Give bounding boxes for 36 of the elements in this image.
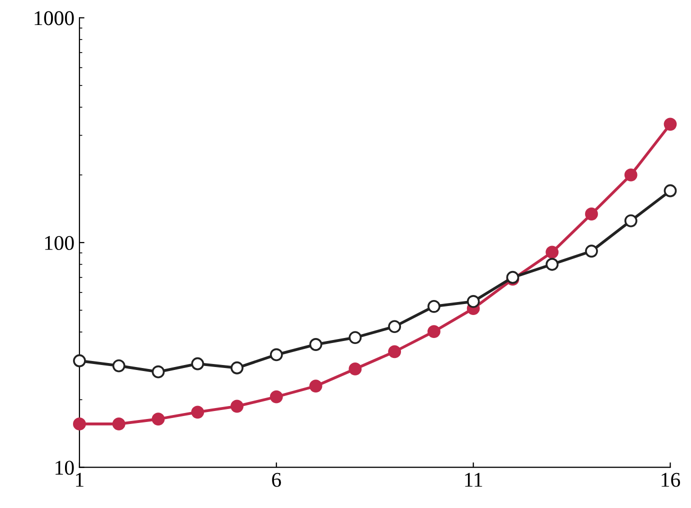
point — [546, 258, 559, 271]
point — [624, 168, 638, 182]
point — [348, 331, 362, 344]
point — [73, 354, 86, 368]
point — [230, 361, 244, 374]
point — [309, 338, 322, 351]
x-tick-label: 1 — [76, 472, 84, 487]
point — [348, 362, 362, 376]
point — [388, 320, 402, 334]
point — [230, 400, 244, 413]
point — [388, 345, 402, 358]
point — [270, 390, 283, 404]
x-tick-label: 16 — [662, 472, 680, 487]
point — [664, 118, 677, 131]
point — [112, 359, 126, 372]
point — [152, 412, 165, 426]
point — [585, 208, 598, 220]
y-tick-label: 1000 — [34, 11, 74, 26]
x-tick-label: 11 — [465, 472, 482, 487]
point — [624, 214, 638, 228]
y-tick-label: 100 — [45, 236, 74, 250]
point — [309, 380, 322, 393]
x-tick-label: 6 — [272, 472, 281, 487]
point — [427, 325, 440, 338]
point — [585, 244, 598, 258]
point — [664, 184, 677, 198]
point — [191, 406, 204, 419]
point — [270, 348, 283, 362]
point — [152, 365, 165, 378]
point — [466, 295, 480, 308]
point — [73, 417, 86, 430]
y-tick-label: 10 — [56, 460, 74, 475]
point — [427, 300, 440, 313]
point — [191, 357, 204, 370]
point — [546, 246, 559, 259]
point — [112, 417, 126, 430]
